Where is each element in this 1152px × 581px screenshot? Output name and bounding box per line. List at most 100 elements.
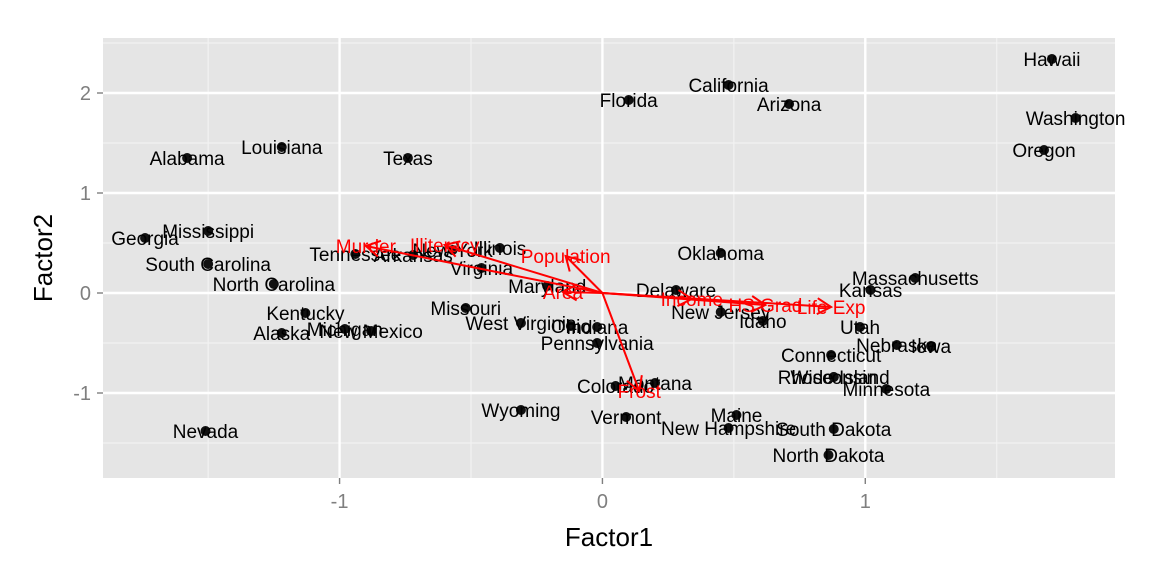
point-label: North Carolina (213, 275, 336, 296)
point-label: New Hampshire (661, 419, 796, 440)
minor-gridlines (103, 38, 1115, 478)
data-point (881, 384, 892, 394)
point-label: North Dakota (773, 446, 885, 467)
loading-arrow-shaft (365, 245, 603, 294)
data-point (1046, 54, 1057, 64)
data-point (757, 316, 768, 326)
data-point (203, 226, 214, 236)
data-point (565, 321, 576, 331)
x-axis-label: Factor1 (565, 522, 653, 552)
point-label: Florida (600, 91, 659, 112)
data-point (460, 303, 471, 313)
loading-arrow-shaft (602, 292, 766, 306)
data-point (823, 450, 834, 460)
arrow-labels: Population Income Illiteracy Life Exp Murder… (336, 236, 866, 403)
data-point (610, 381, 621, 391)
data-point (366, 326, 377, 336)
point-label: Wisconsin (790, 368, 877, 389)
data-point (339, 324, 350, 334)
y-tick-label: -1 (73, 383, 91, 405)
data-point (926, 341, 936, 351)
point-label: Vermont (591, 408, 662, 429)
data-point (140, 233, 151, 243)
loading-arrow-head (363, 239, 382, 258)
point-label: Oklahoma (677, 244, 764, 265)
point-label: Alaska (253, 324, 310, 345)
data-point (715, 248, 726, 258)
point-label: Kansas (839, 281, 902, 302)
data-point (268, 279, 279, 289)
point-label: Pennsylvania (541, 334, 654, 355)
arrow-label: Area (543, 283, 584, 304)
data-point (276, 142, 287, 152)
data-point (828, 424, 839, 434)
loading-arrow-head (561, 283, 578, 302)
arrow-label: Income (661, 290, 723, 311)
data-point (910, 273, 921, 283)
point-label: Kentucky (266, 304, 345, 325)
data-point (515, 405, 526, 415)
data-point (671, 285, 682, 295)
y-tick-label: 1 (80, 183, 91, 205)
data-point (731, 410, 742, 420)
point-label: Washington (1026, 109, 1126, 130)
point-label: West Virginia (465, 314, 577, 335)
data-point (276, 328, 287, 338)
data-points (140, 54, 1081, 460)
point-label: Iowa (911, 337, 952, 358)
point-label: New York (412, 241, 493, 262)
data-point (200, 426, 211, 436)
point-label: Alabama (150, 149, 225, 170)
arrow-label: Murder (336, 237, 397, 258)
y-tick-label: 2 (80, 83, 91, 105)
point-label: New Mexico (319, 322, 422, 343)
point-label: Michigan (307, 320, 383, 341)
data-point (784, 99, 795, 109)
loading-arrow-shaft (562, 291, 603, 294)
plot-background (103, 38, 1115, 478)
point-label: Louisiana (241, 138, 323, 159)
y-axis-ticks: -1 0 1 2 (73, 83, 103, 405)
arrow-label: Frost (618, 382, 662, 403)
data-point (592, 322, 603, 332)
point-label: Missouri (430, 299, 501, 320)
data-point (494, 243, 505, 253)
data-point (623, 95, 634, 105)
data-point (1070, 113, 1081, 123)
point-label: Nevada (173, 422, 239, 443)
data-point (826, 350, 837, 360)
data-point (1039, 145, 1050, 155)
point-label: Ohio (551, 317, 591, 338)
data-point (515, 318, 526, 328)
y-axis-label: Factor2 (28, 214, 58, 302)
point-label: Connecticut (781, 346, 882, 367)
data-point (828, 372, 839, 382)
data-point (350, 249, 361, 259)
loading-arrow-head (442, 240, 461, 258)
data-point (865, 285, 876, 295)
data-point (715, 307, 726, 317)
point-label: Rhode Island (778, 368, 890, 389)
data-point (182, 153, 193, 163)
point-label: Minnesota (842, 380, 930, 401)
point-label: Utah (840, 318, 880, 339)
point-label: Wyoming (481, 401, 560, 422)
loading-arrow-head (750, 295, 768, 313)
point-label: Maine (711, 406, 763, 427)
data-point (855, 322, 866, 332)
x-axis-ticks: -1 0 1 (331, 478, 871, 513)
point-label: California (688, 76, 769, 97)
point-label: Tennessee (309, 245, 401, 266)
data-point (402, 153, 413, 163)
point-label: Illinois (474, 239, 527, 260)
loading-arrow-head (626, 375, 643, 393)
y-tick-label: 0 (80, 283, 91, 305)
point-label: Idaho (739, 312, 787, 333)
arrow-label: Illiteracy (410, 236, 480, 257)
point-labels: AlabamaAlaskaArizonaArkansasCaliforniaCo… (111, 50, 1125, 467)
point-label: New Jersey (671, 303, 771, 324)
data-point (592, 338, 603, 348)
arrow-label: HS Grad (728, 296, 802, 317)
